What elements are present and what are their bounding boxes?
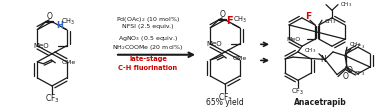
Text: O: O xyxy=(347,66,353,75)
Text: CF$_3$: CF$_3$ xyxy=(218,91,232,104)
Text: F: F xyxy=(305,12,311,21)
Text: 65% yield: 65% yield xyxy=(206,98,244,107)
Text: MeO: MeO xyxy=(206,41,222,47)
Text: AgNO$_3$ (0.5 equiv.): AgNO$_3$ (0.5 equiv.) xyxy=(118,34,178,43)
Text: CH$_3$: CH$_3$ xyxy=(304,47,316,55)
Text: CH$_3$: CH$_3$ xyxy=(324,17,336,26)
Text: CF$_3$: CF$_3$ xyxy=(45,93,59,105)
Text: O: O xyxy=(343,72,349,81)
Text: CH$_3$: CH$_3$ xyxy=(233,15,248,25)
Text: MeO: MeO xyxy=(287,37,301,42)
Text: CH$_3$: CH$_3$ xyxy=(349,40,361,49)
Text: MeO: MeO xyxy=(33,43,49,49)
Text: O: O xyxy=(219,10,225,19)
Text: C-H fluorination: C-H fluorination xyxy=(118,65,178,71)
Text: OMe: OMe xyxy=(61,60,76,65)
Text: CF$_3$: CF$_3$ xyxy=(354,69,365,78)
Text: NH$_2$COOMe (20 mol%): NH$_2$COOMe (20 mol%) xyxy=(112,43,184,52)
Text: Pd(OAc)$_2$ (10 mol%): Pd(OAc)$_2$ (10 mol%) xyxy=(116,15,180,24)
Text: CF$_3$: CF$_3$ xyxy=(354,42,365,51)
Text: CH$_3$: CH$_3$ xyxy=(61,17,76,27)
Text: late-stage: late-stage xyxy=(129,56,167,62)
Text: CF$_3$: CF$_3$ xyxy=(291,87,305,97)
Text: H: H xyxy=(56,21,63,30)
Text: F: F xyxy=(226,16,233,26)
Text: CH$_3$: CH$_3$ xyxy=(340,0,352,9)
Text: O: O xyxy=(46,12,52,21)
Text: OMe: OMe xyxy=(232,56,246,61)
Text: NFSI (2.5 equiv.): NFSI (2.5 equiv.) xyxy=(122,25,174,29)
Text: Anacetrapib: Anacetrapib xyxy=(294,98,346,107)
Text: N: N xyxy=(320,55,326,64)
